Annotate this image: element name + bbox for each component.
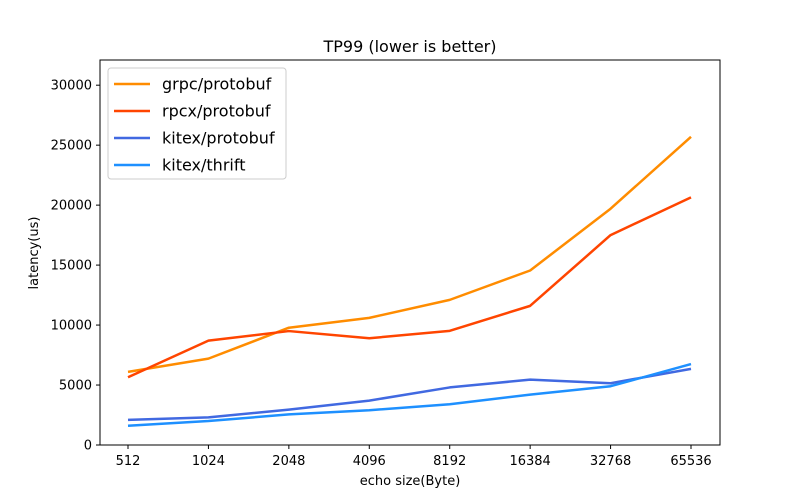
series-line-kitex-protobuf — [127, 367, 692, 422]
plot-area — [99, 59, 721, 446]
y-tick-label: 25000 — [51, 139, 92, 154]
x-tick-label: 16384 — [509, 454, 550, 469]
series-line-rpcx-protobuf — [127, 196, 692, 379]
y-tick-label: 20000 — [51, 199, 92, 214]
y-tick-label: 5000 — [59, 379, 92, 394]
y-tick-label: 15000 — [51, 259, 92, 274]
x-tick-label: 2048 — [272, 454, 305, 469]
y-tick-label: 10000 — [51, 319, 92, 334]
x-tick-label: 65536 — [670, 454, 711, 469]
legend-label: grpc/protobuf — [162, 75, 272, 94]
legend-label: kitex/thrift — [162, 156, 245, 175]
x-tick-label: 512 — [116, 454, 141, 469]
y-tick-label: 30000 — [51, 79, 92, 94]
series-line-kitex-thrift — [127, 362, 692, 428]
legend: grpc/protobuf rpcx/protobuf kitex/protobuf… — [107, 67, 287, 180]
x-tick-label: 8192 — [433, 454, 466, 469]
y-tick-label: 0 — [84, 439, 92, 454]
x-tick-label: 32768 — [590, 454, 631, 469]
legend-box — [107, 67, 287, 180]
legend-label: kitex/protobuf — [162, 129, 275, 148]
chart-title: TP99 (lower is better) — [322, 37, 496, 56]
legend-label: rpcx/protobuf — [162, 102, 271, 121]
x-tick-label: 4096 — [353, 454, 386, 469]
x-tick-label: 1024 — [192, 454, 225, 469]
y-axis-label: latency(us) — [27, 217, 42, 290]
x-axis-label: echo size(Byte) — [360, 474, 461, 489]
series-line-grpc-protobuf — [127, 135, 692, 374]
